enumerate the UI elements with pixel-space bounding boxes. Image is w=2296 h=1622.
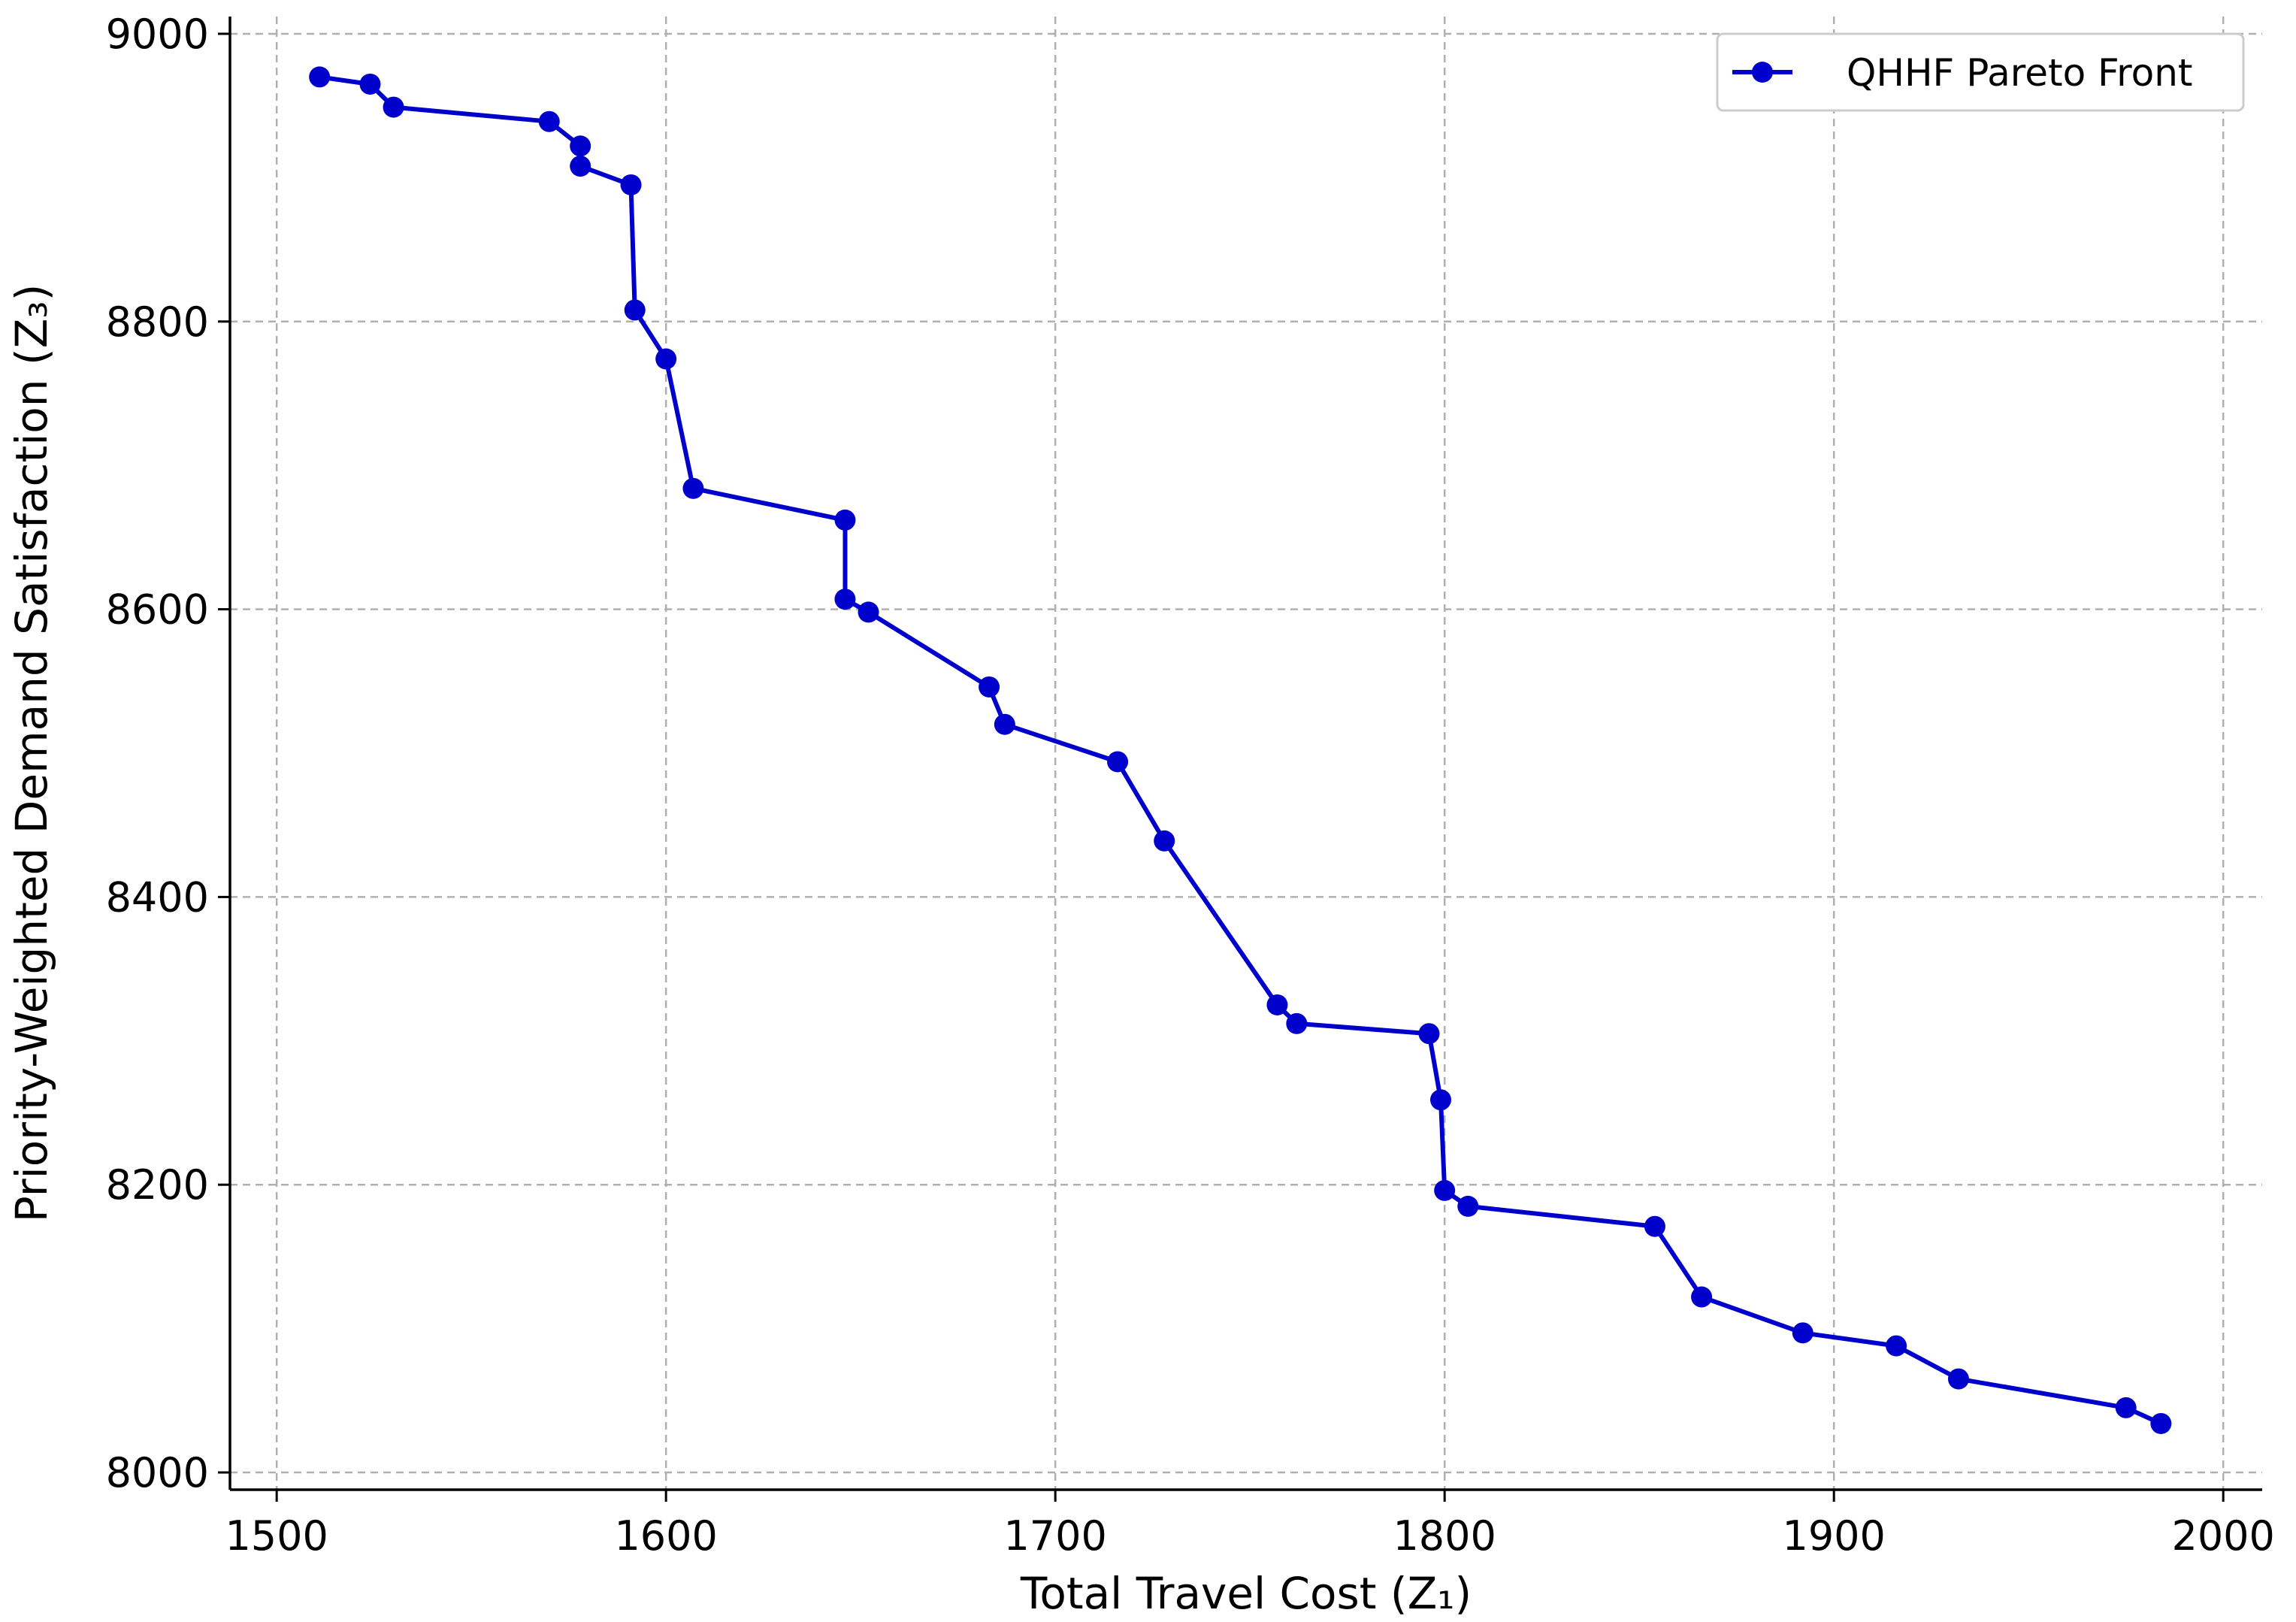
data-point xyxy=(1286,1012,1308,1034)
data-point xyxy=(1457,1195,1479,1217)
x-tick-label: 1700 xyxy=(1003,1512,1106,1560)
data-point xyxy=(624,299,646,321)
data-point xyxy=(1792,1322,1814,1344)
legend-box xyxy=(1716,32,2245,112)
data-point xyxy=(1107,751,1129,773)
data-point xyxy=(682,477,704,499)
axes xyxy=(218,17,2262,1502)
data-point xyxy=(1418,1023,1440,1045)
data-point xyxy=(570,135,591,157)
data-point xyxy=(570,156,591,177)
data-point xyxy=(994,713,1015,735)
data-point xyxy=(858,601,879,623)
y-tick-label: 8000 xyxy=(106,1449,209,1496)
data-point xyxy=(620,174,642,195)
data-point xyxy=(1430,1089,1452,1111)
data-point xyxy=(1644,1215,1665,1237)
x-tick-label: 2000 xyxy=(2171,1512,2274,1560)
grid-lines xyxy=(230,17,2262,1490)
data-point xyxy=(1154,830,1175,852)
y-tick-label: 8400 xyxy=(106,873,209,921)
legend: QHHF Pareto Front xyxy=(1716,32,2245,112)
y-tick-label: 8800 xyxy=(106,298,209,346)
data-point xyxy=(655,348,677,370)
data-point xyxy=(1434,1179,1456,1201)
y-tick-label: 9000 xyxy=(106,11,209,58)
data-point xyxy=(834,509,856,531)
legend-label: QHHF Pareto Front xyxy=(1847,51,2193,95)
series-line xyxy=(319,74,2162,1426)
x-tick-label: 1800 xyxy=(1393,1512,1496,1560)
data-point xyxy=(538,110,560,132)
data-point xyxy=(359,73,381,95)
data-point xyxy=(309,66,331,88)
data-point xyxy=(1947,1368,1969,1390)
data-point xyxy=(383,96,404,118)
data-point xyxy=(1691,1286,1713,1308)
x-tick-label: 1600 xyxy=(614,1512,717,1560)
legend-marker-swatch xyxy=(1752,62,1773,83)
x-axis-title: Total Travel Cost (Z₁) xyxy=(1020,1568,1472,1619)
data-point xyxy=(1266,994,1288,1015)
data-point xyxy=(834,589,856,610)
y-axis-title: Priority-Weighted Demand Satisfaction (Z… xyxy=(6,284,57,1222)
data-point xyxy=(2150,1412,2172,1434)
data-point xyxy=(1886,1335,1907,1357)
tick-labels: 1500 1600 1700 1800 1900 2000 8000 8200 8400 8600… xyxy=(106,11,2275,1560)
x-tick-label: 1500 xyxy=(225,1512,328,1560)
series-layer xyxy=(309,66,2172,1434)
y-tick-label: 8600 xyxy=(106,586,209,634)
y-tick-label: 8200 xyxy=(106,1161,209,1209)
data-point xyxy=(2115,1397,2137,1418)
data-point xyxy=(979,676,1000,698)
x-tick-label: 1900 xyxy=(1782,1512,1885,1560)
